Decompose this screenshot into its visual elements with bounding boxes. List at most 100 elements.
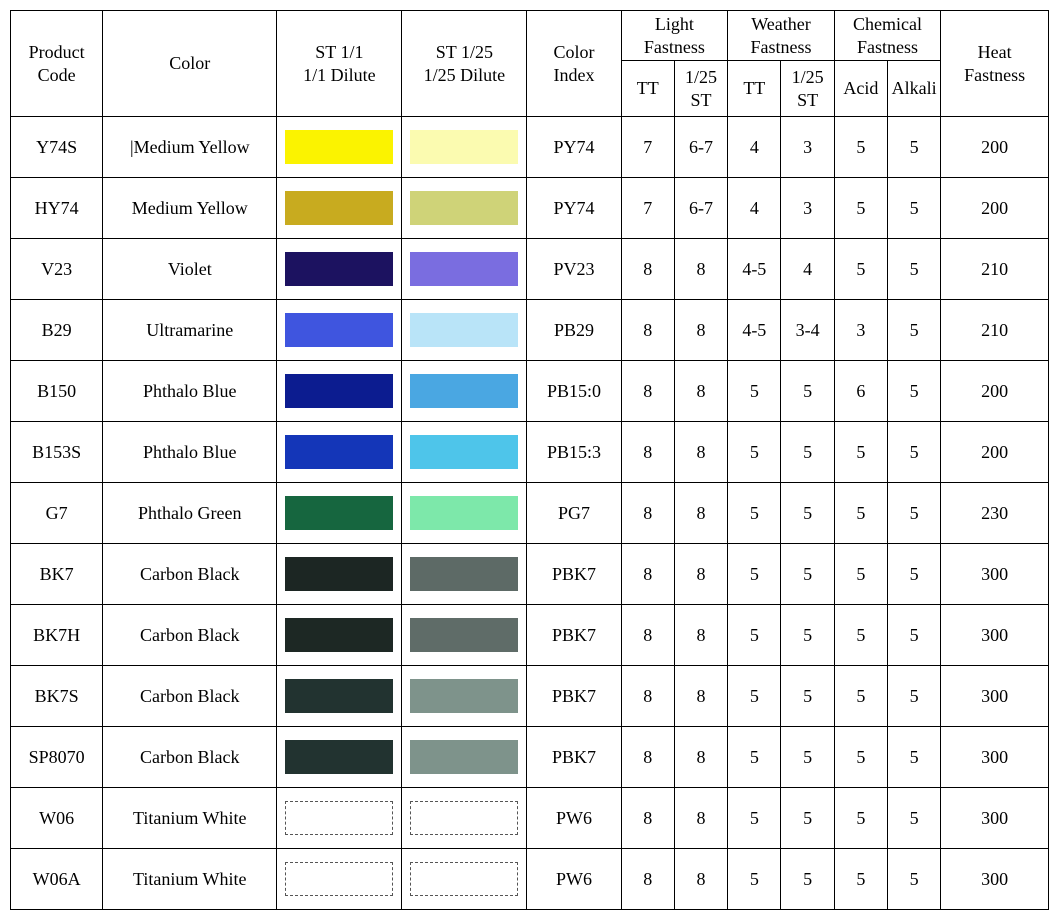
table-row: BK7SCarbon BlackPBK7885555300 bbox=[11, 666, 1049, 727]
cell-color-index: PB15:3 bbox=[527, 422, 621, 483]
header-heat-fastness: HeatFastness bbox=[941, 11, 1049, 117]
swatch-st125 bbox=[410, 435, 518, 469]
cell-lf-125: 8 bbox=[674, 300, 727, 361]
cell-color-name: Carbon Black bbox=[103, 544, 277, 605]
cell-color-name: Titanium White bbox=[103, 849, 277, 910]
cell-color-index: PBK7 bbox=[527, 727, 621, 788]
cell-heat: 300 bbox=[941, 666, 1049, 727]
header-lf-125st: 1/25ST bbox=[674, 61, 727, 117]
cell-color-name: Carbon Black bbox=[103, 727, 277, 788]
cell-cf-acid: 5 bbox=[834, 727, 887, 788]
cell-product-code: G7 bbox=[11, 483, 103, 544]
cell-lf-125: 8 bbox=[674, 849, 727, 910]
swatch-st11 bbox=[285, 435, 393, 469]
cell-lf-125: 6-7 bbox=[674, 178, 727, 239]
cell-wf-125: 4 bbox=[781, 239, 834, 300]
swatch-st11-cell bbox=[277, 300, 402, 361]
swatch-st125-cell bbox=[402, 361, 527, 422]
swatch-st125-cell bbox=[402, 788, 527, 849]
swatch-st11 bbox=[285, 679, 393, 713]
cell-cf-alkali: 5 bbox=[888, 239, 941, 300]
cell-cf-alkali: 5 bbox=[888, 300, 941, 361]
cell-cf-alkali: 5 bbox=[888, 849, 941, 910]
cell-color-name: Phthalo Blue bbox=[103, 422, 277, 483]
cell-wf-tt: 5 bbox=[728, 422, 781, 483]
swatch-st125 bbox=[410, 618, 518, 652]
table-row: B153SPhthalo BluePB15:3885555200 bbox=[11, 422, 1049, 483]
cell-cf-alkali: 5 bbox=[888, 666, 941, 727]
swatch-st11 bbox=[285, 313, 393, 347]
cell-wf-tt: 4-5 bbox=[728, 239, 781, 300]
swatch-st11-cell bbox=[277, 178, 402, 239]
cell-product-code: Y74S bbox=[11, 117, 103, 178]
swatch-st125 bbox=[410, 374, 518, 408]
cell-heat: 300 bbox=[941, 849, 1049, 910]
swatch-st125-cell bbox=[402, 117, 527, 178]
swatch-st11 bbox=[285, 191, 393, 225]
cell-color-name: |Medium Yellow bbox=[103, 117, 277, 178]
cell-heat: 200 bbox=[941, 422, 1049, 483]
cell-cf-acid: 6 bbox=[834, 361, 887, 422]
header-color: Color bbox=[103, 11, 277, 117]
cell-cf-acid: 5 bbox=[834, 422, 887, 483]
cell-wf-125: 5 bbox=[781, 544, 834, 605]
cell-lf-tt: 8 bbox=[621, 544, 674, 605]
cell-heat: 300 bbox=[941, 727, 1049, 788]
cell-color-index: PG7 bbox=[527, 483, 621, 544]
table-row: BK7HCarbon BlackPBK7885555300 bbox=[11, 605, 1049, 666]
header-product-code: ProductCode bbox=[11, 11, 103, 117]
swatch-st125-cell bbox=[402, 849, 527, 910]
table-row: BK7Carbon BlackPBK7885555300 bbox=[11, 544, 1049, 605]
header-light-fastness: LightFastness bbox=[621, 11, 728, 61]
cell-color-index: PBK7 bbox=[527, 605, 621, 666]
swatch-st125-cell bbox=[402, 239, 527, 300]
swatch-st125 bbox=[410, 557, 518, 591]
cell-product-code: B153S bbox=[11, 422, 103, 483]
cell-heat: 200 bbox=[941, 361, 1049, 422]
swatch-st11 bbox=[285, 618, 393, 652]
swatch-st125-cell bbox=[402, 605, 527, 666]
swatch-st11 bbox=[285, 557, 393, 591]
cell-color-name: Carbon Black bbox=[103, 605, 277, 666]
swatch-st125 bbox=[410, 862, 518, 896]
cell-color-index: PY74 bbox=[527, 178, 621, 239]
cell-lf-125: 8 bbox=[674, 544, 727, 605]
cell-heat: 200 bbox=[941, 178, 1049, 239]
cell-wf-tt: 4 bbox=[728, 178, 781, 239]
cell-cf-acid: 5 bbox=[834, 117, 887, 178]
swatch-st11-cell bbox=[277, 117, 402, 178]
cell-lf-tt: 8 bbox=[621, 422, 674, 483]
cell-color-name: Titanium White bbox=[103, 788, 277, 849]
cell-wf-125: 3-4 bbox=[781, 300, 834, 361]
cell-lf-tt: 8 bbox=[621, 849, 674, 910]
cell-product-code: BK7S bbox=[11, 666, 103, 727]
cell-product-code: V23 bbox=[11, 239, 103, 300]
table-row: G7Phthalo GreenPG7885555230 bbox=[11, 483, 1049, 544]
cell-wf-125: 5 bbox=[781, 666, 834, 727]
cell-lf-tt: 8 bbox=[621, 239, 674, 300]
cell-color-index: PY74 bbox=[527, 117, 621, 178]
cell-lf-125: 8 bbox=[674, 727, 727, 788]
cell-color-index: PBK7 bbox=[527, 666, 621, 727]
cell-cf-acid: 5 bbox=[834, 849, 887, 910]
cell-heat: 210 bbox=[941, 300, 1049, 361]
cell-lf-tt: 8 bbox=[621, 300, 674, 361]
cell-wf-tt: 5 bbox=[728, 788, 781, 849]
cell-wf-125: 3 bbox=[781, 178, 834, 239]
swatch-st11 bbox=[285, 130, 393, 164]
cell-lf-125: 8 bbox=[674, 239, 727, 300]
cell-wf-tt: 5 bbox=[728, 727, 781, 788]
table-row: V23VioletPV23884-5455210 bbox=[11, 239, 1049, 300]
swatch-st125-cell bbox=[402, 727, 527, 788]
cell-lf-125: 8 bbox=[674, 666, 727, 727]
swatch-st125-cell bbox=[402, 300, 527, 361]
cell-wf-125: 5 bbox=[781, 849, 834, 910]
cell-cf-alkali: 5 bbox=[888, 178, 941, 239]
cell-cf-acid: 5 bbox=[834, 239, 887, 300]
cell-lf-125: 6-7 bbox=[674, 117, 727, 178]
cell-cf-alkali: 5 bbox=[888, 422, 941, 483]
cell-wf-125: 5 bbox=[781, 605, 834, 666]
swatch-st11-cell bbox=[277, 544, 402, 605]
cell-cf-alkali: 5 bbox=[888, 605, 941, 666]
swatch-st125 bbox=[410, 130, 518, 164]
